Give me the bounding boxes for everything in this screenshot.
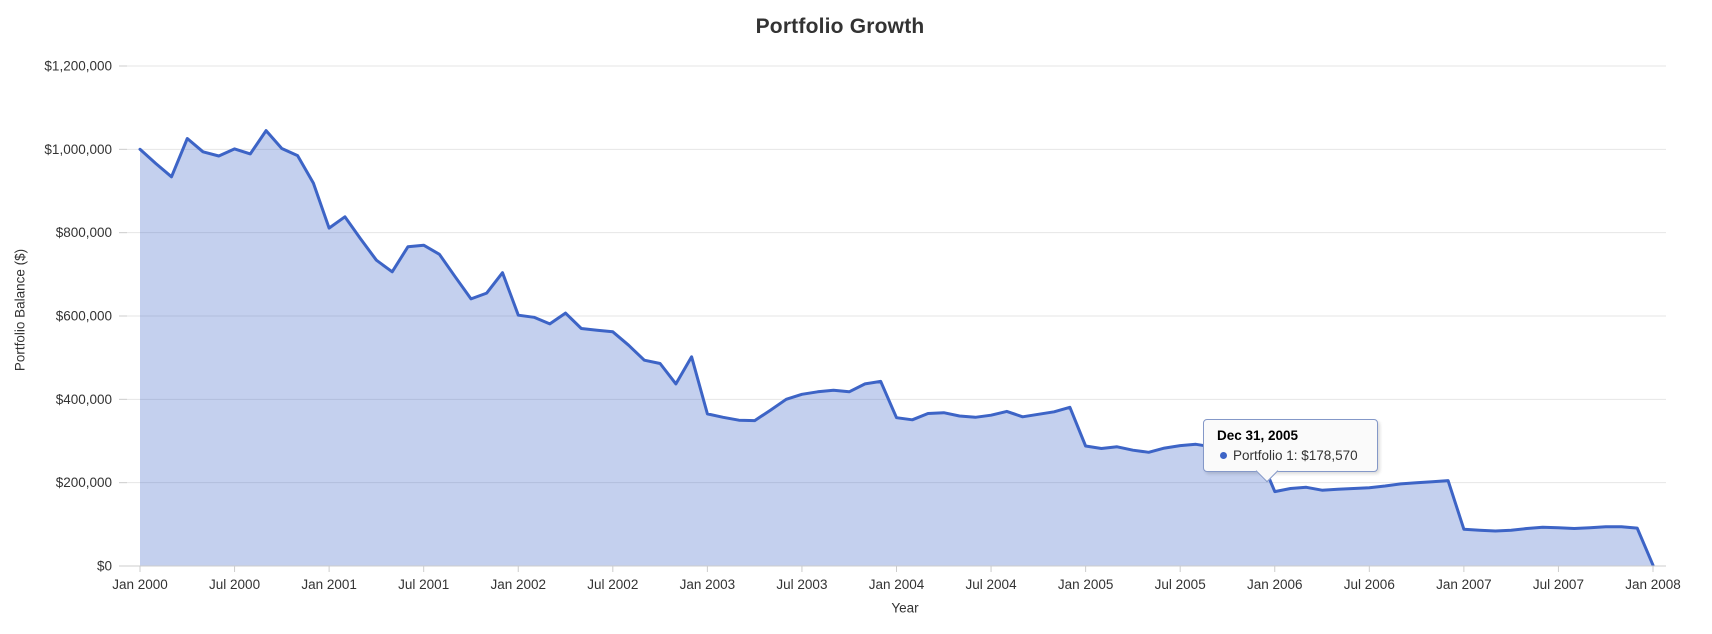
tooltip: Dec 31, 2005 Portfolio 1: $178,570 — [1203, 419, 1378, 483]
x-tick-label: Jul 2007 — [1533, 577, 1584, 592]
x-tick-label: Jan 2006 — [1247, 577, 1303, 592]
x-tick-label: Jan 2007 — [1436, 577, 1492, 592]
x-tick-label: Jan 2000 — [112, 577, 168, 592]
x-tick-label: Jul 2006 — [1344, 577, 1395, 592]
x-tick-label: Jul 2000 — [209, 577, 260, 592]
x-tick-label: Jan 2004 — [869, 577, 925, 592]
y-tick-label: $1,200,000 — [44, 59, 112, 74]
chart-title: Portfolio Growth — [755, 15, 925, 38]
tooltip-date: Dec 31, 2005 — [1217, 428, 1299, 443]
series-line — [138, 129, 1655, 567]
x-tick-label: Jul 2001 — [398, 577, 449, 592]
x-tick-label: Jan 2002 — [490, 577, 546, 592]
x-tick-label: Jan 2008 — [1625, 577, 1681, 592]
x-tick-label: Jan 2001 — [301, 577, 357, 592]
x-tick-label: Jul 2005 — [1155, 577, 1206, 592]
area-fill — [140, 130, 1653, 566]
x-tick-label: Jul 2002 — [587, 577, 638, 592]
y-tick-label: $600,000 — [56, 309, 112, 324]
x-axis-title: Year — [891, 600, 919, 616]
y-tick-label: $1,000,000 — [44, 142, 112, 157]
x-tick-label: Jul 2003 — [776, 577, 827, 592]
series-bullet-icon — [1220, 452, 1227, 459]
x-tick-label: Jan 2005 — [1058, 577, 1114, 592]
y-tick-label: $200,000 — [56, 475, 112, 490]
y-tick-label: $0 — [97, 559, 112, 574]
x-tick-label: Jul 2004 — [966, 577, 1018, 592]
tooltip-series-value: Portfolio 1: $178,570 — [1233, 448, 1358, 463]
y-tick-label: $400,000 — [56, 392, 112, 407]
y-axis-title: Portfolio Balance ($) — [12, 248, 28, 372]
x-tick-label: Jan 2003 — [680, 577, 736, 592]
y-tick-label: $800,000 — [56, 225, 112, 240]
